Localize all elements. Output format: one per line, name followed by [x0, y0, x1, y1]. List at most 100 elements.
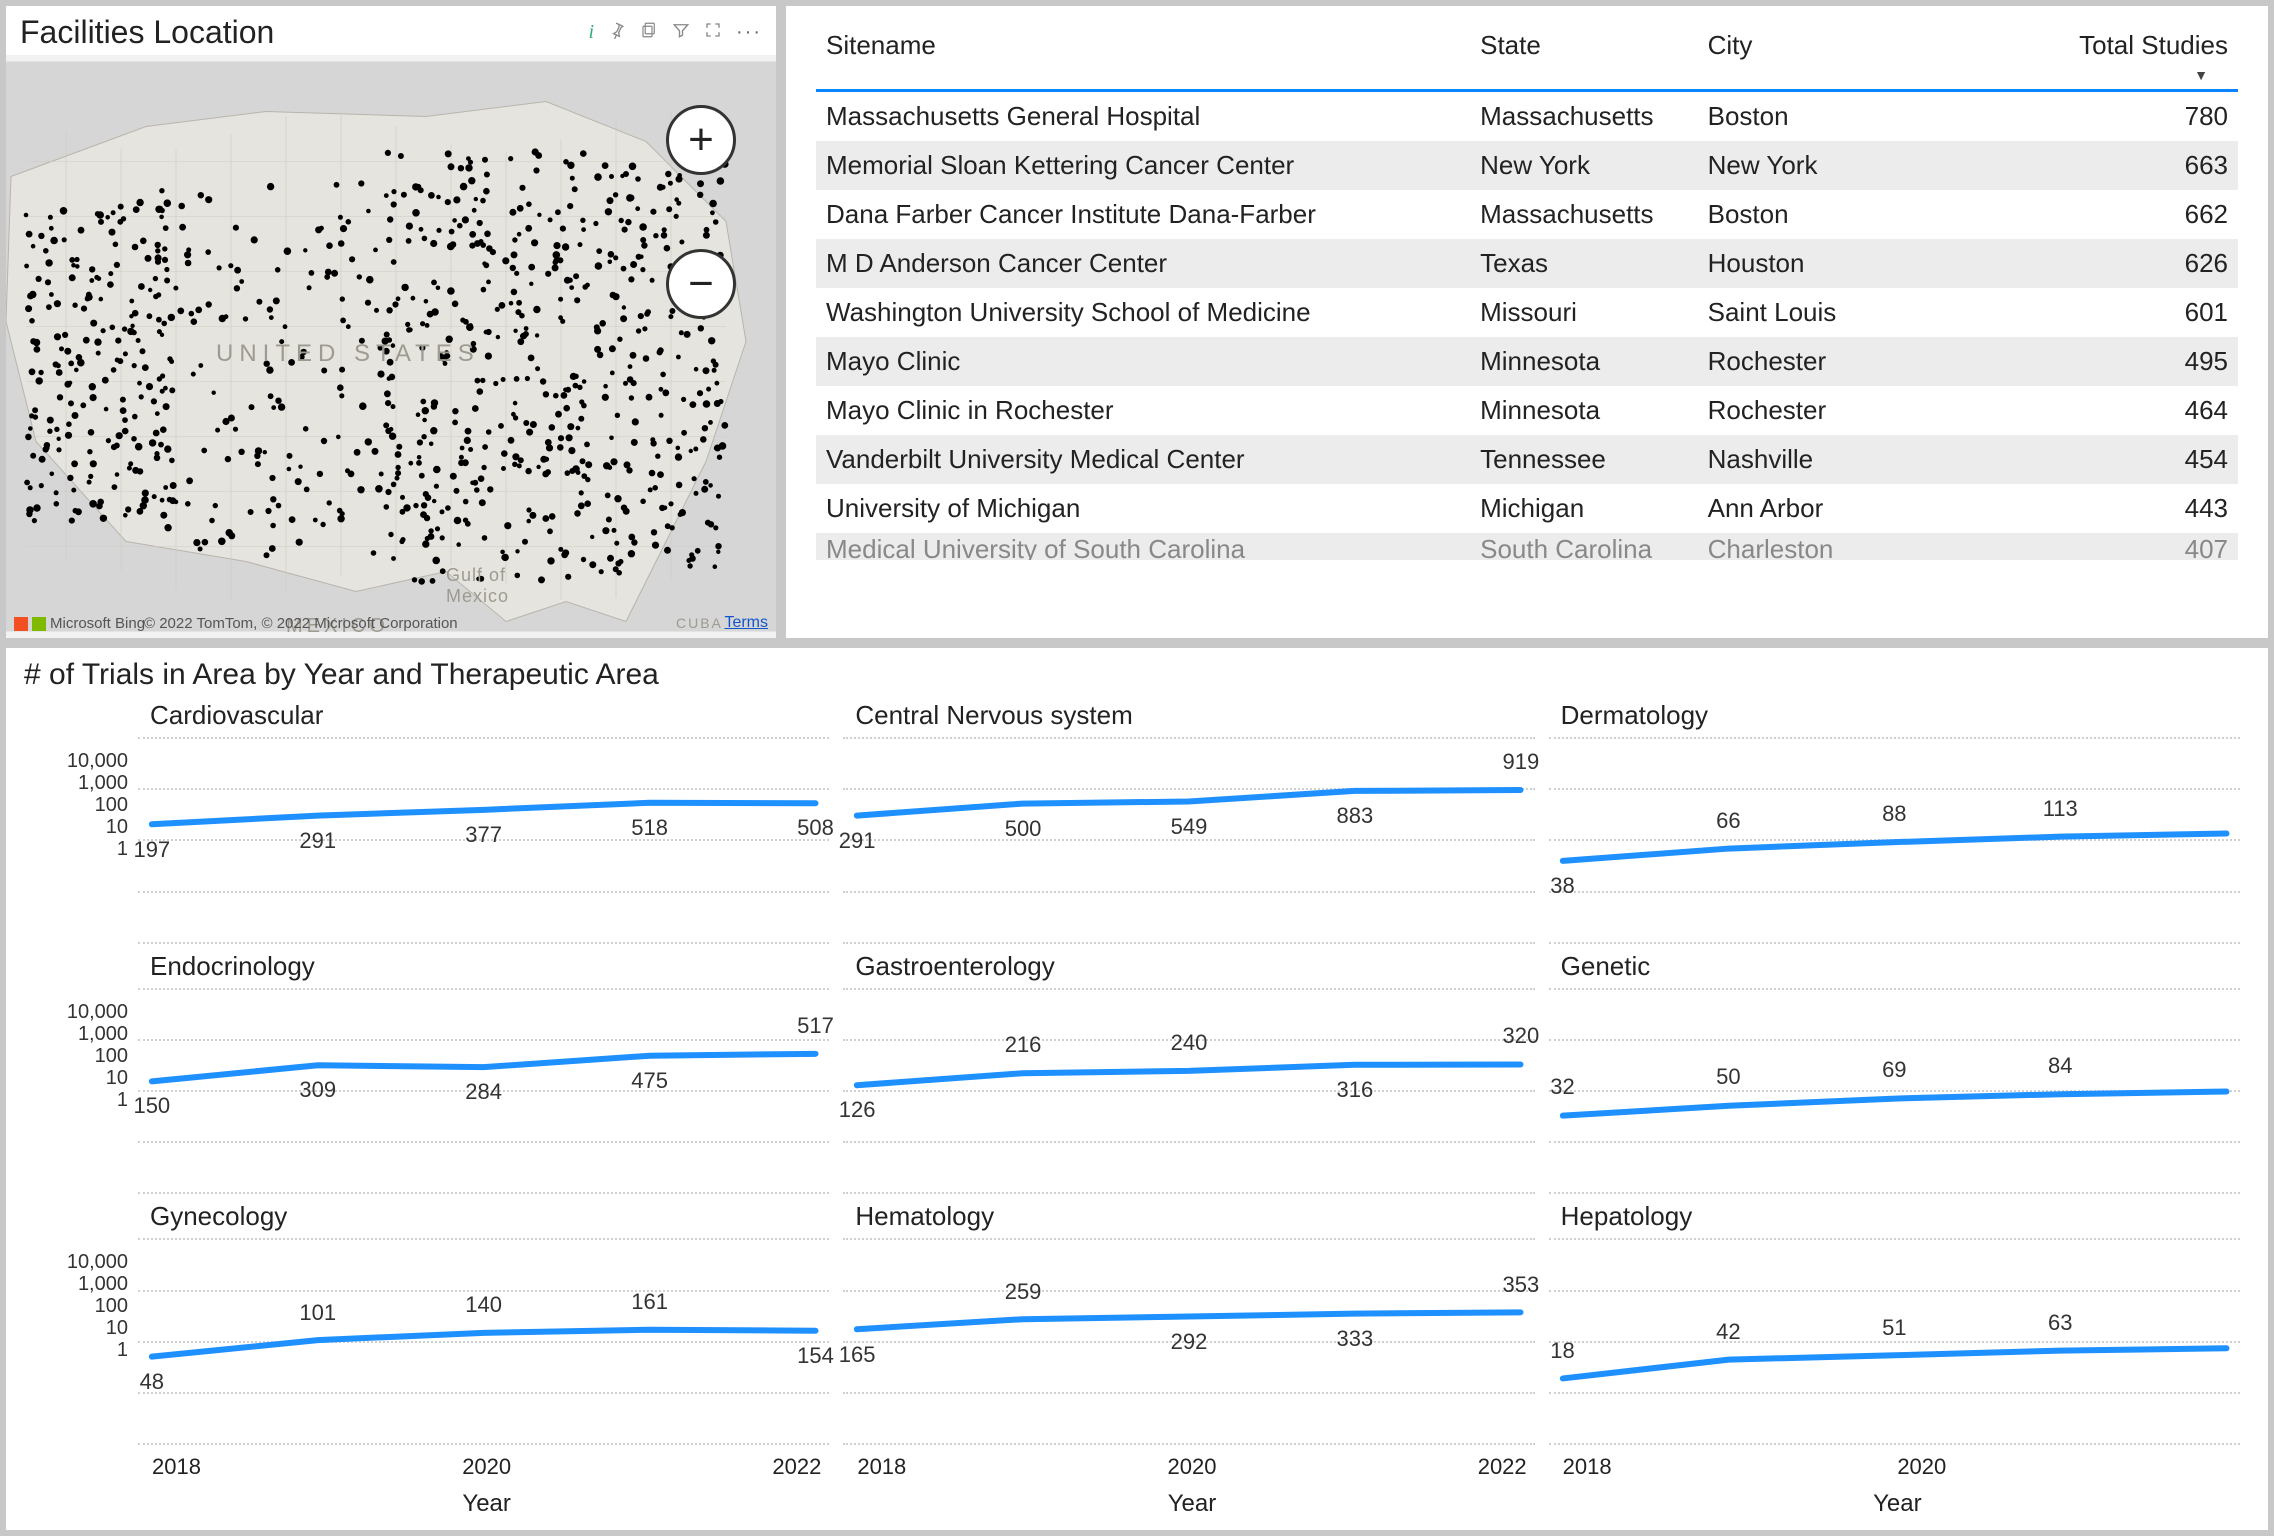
- chart-cell-central-nervous-system[interactable]: Central Nervous system 291500549883919: [839, 696, 1544, 947]
- cell-total: 780: [1954, 91, 2238, 142]
- chart-cell-gastroenterology[interactable]: Gastroenterology126216240316320: [839, 947, 1544, 1198]
- cell-total: 464: [1954, 386, 2238, 435]
- chart-cell-hematology[interactable]: Hematology165259292333353: [839, 1197, 1544, 1448]
- y-tick-label: 1,000: [78, 1273, 128, 1295]
- x-tick-label: 2018: [1563, 1454, 1612, 1480]
- value-label: 66: [1716, 808, 1740, 834]
- cell-sitename: Mayo Clinic: [816, 337, 1470, 386]
- chart-row: 10,0001,000100101Endocrinology1503092844…: [24, 947, 2250, 1198]
- cell-total: 626: [1954, 239, 2238, 288]
- gridline: [843, 942, 1534, 944]
- info-icon[interactable]: i: [588, 21, 594, 44]
- chart-cell-cardiovascular[interactable]: Cardiovascular197291377518508: [134, 696, 839, 947]
- col-city[interactable]: City: [1698, 12, 1954, 91]
- charts-title: # of Trials in Area by Year and Therapeu…: [24, 658, 2250, 692]
- chart-title: Genetic: [1549, 951, 2240, 982]
- y-tick-label: 10,000: [67, 750, 128, 772]
- chart-plot: 18 42 51 63: [1549, 1238, 2240, 1444]
- cell-state: Texas: [1470, 239, 1698, 288]
- value-label: 51: [1882, 1315, 1906, 1341]
- chart-cell-gynecology[interactable]: Gynecology48101140161154: [134, 1197, 839, 1448]
- cell-sitename: Mayo Clinic in Rochester: [816, 386, 1470, 435]
- value-label: 353: [1502, 1272, 1539, 1298]
- chart-cell-dermatology[interactable]: Dermatology386688113: [1545, 696, 2250, 947]
- x-tick-label: 2020: [1168, 1454, 1217, 1480]
- zoom-out-button[interactable]: −: [666, 249, 736, 319]
- y-tick-label: 10,000: [67, 1001, 128, 1023]
- value-label: 259: [1005, 1279, 1042, 1305]
- table-row[interactable]: Vanderbilt University Medical CenterTenn…: [816, 435, 2238, 484]
- map-attribution: Microsoft Bing © 2022 TomTom, © 2022 Mic…: [14, 614, 768, 632]
- y-tick-label: 1: [117, 1089, 128, 1111]
- table-row[interactable]: Mayo ClinicMinnesotaRochester495: [816, 337, 2238, 386]
- sites-table: Sitename State City Total Studies▼ Massa…: [816, 12, 2238, 560]
- value-label: 154: [797, 1343, 834, 1369]
- col-state[interactable]: State: [1470, 12, 1698, 91]
- table-row[interactable]: Dana Farber Cancer Institute Dana-Farber…: [816, 190, 2238, 239]
- map-title: Facilities Location: [20, 14, 274, 51]
- cell-sitename: Dana Farber Cancer Institute Dana-Farber: [816, 190, 1470, 239]
- gridline: [1549, 1443, 2240, 1445]
- value-label: 216: [1005, 1032, 1042, 1058]
- y-tick-label: 100: [95, 1045, 128, 1067]
- chart-row: 10,0001,000100101Cardiovascular197291377…: [24, 696, 2250, 947]
- value-label: 240: [1171, 1030, 1208, 1056]
- cell-sitename: Vanderbilt University Medical Center: [816, 435, 1470, 484]
- table-row[interactable]: Medical University of South CarolinaSout…: [816, 533, 2238, 560]
- terms-link[interactable]: Terms: [724, 614, 768, 632]
- chart-plot: 291500549883919: [843, 737, 1534, 943]
- table-row[interactable]: University of MichiganMichiganAnn Arbor4…: [816, 484, 2238, 533]
- cell-city: Rochester: [1698, 337, 1954, 386]
- chart-cell-hepatology[interactable]: Hepatology18425163: [1545, 1197, 2250, 1448]
- bing-badge: Microsoft Bing: [14, 615, 145, 632]
- filter-icon[interactable]: [672, 21, 690, 45]
- charts-panel: # of Trials in Area by Year and Therapeu…: [6, 648, 2268, 1530]
- chart-cell-genetic[interactable]: Genetic32506984: [1545, 947, 2250, 1198]
- map-copyright: © 2022 TomTom, © 2022 Microsoft Corporat…: [144, 615, 458, 632]
- value-label: 63: [2048, 1310, 2072, 1336]
- y-axis: 10,0001,000100101: [24, 1197, 134, 1448]
- value-label: 18: [1550, 1338, 1574, 1364]
- table-row[interactable]: M D Anderson Cancer CenterTexasHouston62…: [816, 239, 2238, 288]
- value-label: 320: [1502, 1023, 1539, 1049]
- value-label: 161: [631, 1289, 668, 1315]
- table-row[interactable]: Washington University School of Medicine…: [816, 288, 2238, 337]
- chart-title: Central Nervous system: [843, 700, 1534, 731]
- cell-sitename: University of Michigan: [816, 484, 1470, 533]
- value-label: 48: [140, 1369, 164, 1395]
- y-tick-label: 10: [106, 816, 128, 838]
- chart-cell-endocrinology[interactable]: Endocrinology150309284475517: [134, 947, 839, 1198]
- value-label: 475: [631, 1068, 668, 1094]
- table-row[interactable]: Massachusetts General HospitalMassachuse…: [816, 91, 2238, 142]
- x-axis-label: Year: [1873, 1490, 1922, 1518]
- us-map-svg[interactable]: [6, 55, 776, 638]
- cell-state: New York: [1470, 141, 1698, 190]
- table-row[interactable]: Memorial Sloan Kettering Cancer CenterNe…: [816, 141, 2238, 190]
- focus-icon[interactable]: [704, 21, 722, 45]
- value-label: 197: [133, 837, 170, 863]
- x-tick-label: 2020: [1897, 1454, 1946, 1480]
- zoom-in-button[interactable]: +: [666, 105, 736, 175]
- col-total[interactable]: Total Studies▼: [1954, 12, 2238, 91]
- cell-city: Saint Louis: [1698, 288, 1954, 337]
- col-sitename[interactable]: Sitename: [816, 12, 1470, 91]
- table-row[interactable]: Mayo Clinic in RochesterMinnesotaRochest…: [816, 386, 2238, 435]
- copy-icon[interactable]: [640, 21, 658, 45]
- value-label: 42: [1716, 1319, 1740, 1345]
- map-body[interactable]: UNITED STATES Gulf of Mexico MEXICO CUBA…: [6, 55, 776, 638]
- y-tick-label: 1,000: [78, 772, 128, 794]
- gridline: [843, 1192, 1534, 1194]
- x-axis: 201820202022Year: [134, 1454, 839, 1518]
- cell-sitename: Washington University School of Medicine: [816, 288, 1470, 337]
- map-header: Facilities Location i ···: [6, 6, 776, 55]
- chart-title: Gastroenterology: [843, 951, 1534, 982]
- x-tick-label: 2022: [772, 1454, 821, 1480]
- chart-plot: 126216240316320: [843, 988, 1534, 1194]
- pin-icon[interactable]: [608, 21, 626, 45]
- cell-state: Minnesota: [1470, 386, 1698, 435]
- y-axis: 10,0001,000100101: [24, 696, 134, 947]
- more-icon[interactable]: ···: [736, 21, 762, 44]
- chart-plot: 150309284475517: [138, 988, 829, 1194]
- y-tick-label: 1: [117, 838, 128, 860]
- cell-city: Rochester: [1698, 386, 1954, 435]
